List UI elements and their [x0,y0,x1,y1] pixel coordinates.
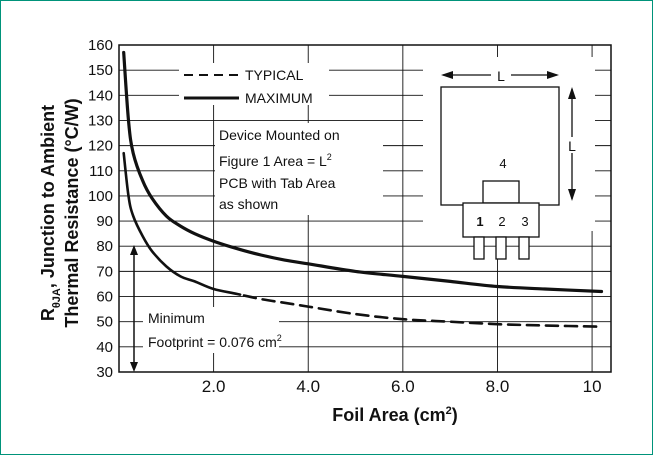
inset-dim-side-arrow-up [568,87,576,99]
series-lines [122,50,604,328]
device-note-line2: Figure 1 Area = L2 [219,152,332,169]
inset-pin-3 [518,236,530,260]
inset-dim-top-label: L [497,68,505,84]
plot-border [118,44,612,373]
inset-dim-side-arrow-down [568,189,576,201]
footprint-line2: Footprint = 0.076 cm2 [148,333,282,350]
y-tick-label: 30 [96,364,113,381]
device-note-line4: as shown [219,196,278,212]
y-tick-label: 40 [96,339,113,356]
inset-pin-2-label: 2 [498,214,505,229]
inset-pin-2 [495,236,507,260]
y-tick-label: 150 [88,62,113,79]
device-note: Device Mounted on Figure 1 Area = L2 PCB… [215,123,383,215]
y-tick-label: 100 [88,188,113,205]
footprint-line1: Minimum [148,310,205,326]
y-tick-label: 120 [88,138,113,155]
y-tick-label: 50 [96,314,113,331]
x-tick-label: 10 [583,377,602,396]
inset-dim-top-gap [491,67,511,83]
device-note-line1: Device Mounted on [219,127,340,143]
footprint-annotation: Minimum Footprint = 0.076 cm2 [130,245,282,372]
y-tick-label: 90 [96,213,113,230]
footprint-background [143,307,279,353]
y-tick-label: 80 [96,238,113,255]
legend: TYPICAL MAXIMUM [179,63,329,106]
y-tick-label: 130 [88,112,113,129]
y-tick-label: 110 [89,163,113,180]
y-tick-label: 160 [88,37,113,54]
inset-tab [482,180,520,204]
series-maximum-line [122,50,604,294]
inset-dim-top-arrow-right [547,71,559,79]
footprint-arrow-up [130,245,138,255]
package-inset: L L 4 1 2 3 [423,57,595,260]
inset-package-body [462,202,540,238]
y-tick-label: 70 [96,263,113,280]
device-note-background [215,123,383,215]
x-tick-label: 6.0 [391,377,415,396]
inset-dim-top-arrow-left [441,71,453,79]
legend-maximum-label: MAXIMUM [245,90,313,106]
x-axis-label: Foil Area (cm2) [332,405,458,425]
footprint-arrow-down [130,362,138,372]
y-axis-label-line2: Thermal Resistance (°C/W) [62,98,82,327]
y-axis-label-line1: RθJA, Junction to Ambient [38,105,63,321]
inset-pin-1-label: 1 [476,214,483,229]
inset-pin-1 [473,236,485,260]
x-tick-label: 8.0 [486,377,510,396]
y-tick-labels: 30 40 50 60 70 80 90 100 110 120 130 140 150 160 [88,37,113,381]
legend-typical-label: TYPICAL [245,67,304,83]
x-tick-label: 2.0 [202,377,226,396]
inset-tab-label: 4 [499,156,506,171]
series-typical-line [122,151,603,328]
y-tick-label: 140 [88,87,113,104]
x-tick-label: 4.0 [296,377,320,396]
device-note-line3: PCB with Tab Area [219,175,336,191]
x-tick-labels: 2.0 4.0 6.0 8.0 10 [202,377,602,396]
inset-dim-side-label: L [568,138,576,154]
inset-dim-side-gap [564,137,580,153]
inset-pin-3-label: 3 [521,214,528,229]
y-tick-label: 60 [96,289,113,306]
